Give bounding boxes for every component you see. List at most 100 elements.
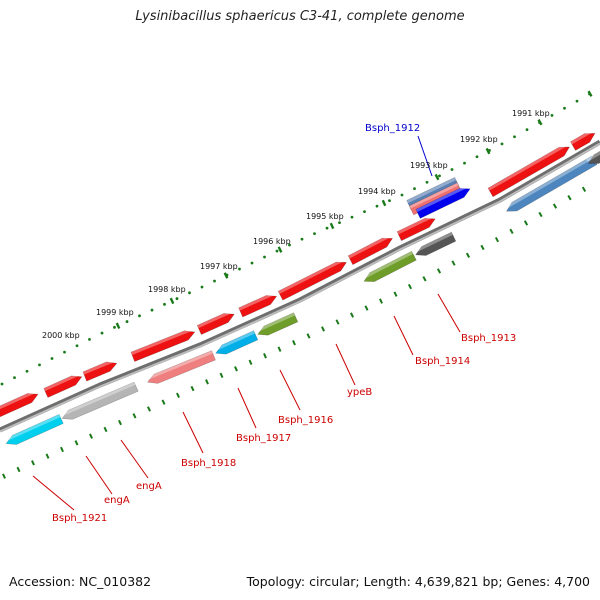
gene-feature-body bbox=[570, 133, 596, 151]
gene-label: ypeB bbox=[347, 387, 372, 398]
lower-tick bbox=[364, 305, 369, 311]
gene-label: Bsph_1913 bbox=[461, 333, 516, 344]
gene-feature-body bbox=[396, 217, 436, 242]
leader-line bbox=[279, 369, 301, 411]
track-dot bbox=[38, 363, 41, 367]
gene-feature-shine bbox=[43, 372, 82, 392]
track-dot bbox=[25, 369, 29, 373]
tick-mark bbox=[277, 246, 283, 253]
track-dot bbox=[63, 350, 66, 354]
backbone-line-outer bbox=[0, 139, 600, 433]
gene-feature-body bbox=[277, 261, 348, 301]
lower-tick bbox=[103, 426, 108, 433]
gene-feature bbox=[82, 358, 118, 382]
gene-feature-body bbox=[82, 361, 118, 382]
track-dot bbox=[313, 232, 316, 236]
gene-feature-shine bbox=[586, 151, 600, 162]
gene-feature-shine bbox=[504, 155, 594, 210]
gene-feature-body bbox=[238, 295, 278, 318]
gene-label: Bsph_1921 bbox=[52, 513, 107, 524]
gene-feature bbox=[413, 231, 457, 256]
lower-tick bbox=[2, 473, 6, 479]
gene-feature-body bbox=[347, 237, 394, 266]
lower-tick bbox=[45, 453, 50, 459]
track-dot bbox=[113, 325, 116, 329]
gene-feature-body bbox=[43, 375, 83, 398]
lower-tick bbox=[176, 392, 180, 399]
lower-tick bbox=[436, 268, 442, 274]
lower-tick bbox=[509, 228, 514, 234]
lower-tick bbox=[190, 385, 195, 392]
lower-tick bbox=[407, 283, 413, 290]
gene-feature bbox=[570, 129, 596, 151]
tick-mark bbox=[329, 222, 335, 230]
gene-feature bbox=[213, 330, 259, 355]
gene-label: Bsph_1917 bbox=[236, 433, 291, 444]
track-dot bbox=[475, 155, 479, 159]
accession-text: Accession: NC_010382 bbox=[9, 574, 152, 589]
track-dot bbox=[350, 215, 354, 219]
lower-tick bbox=[422, 276, 427, 282]
gene-feature-shine bbox=[487, 142, 569, 191]
gene-feature bbox=[396, 214, 436, 242]
gene-feature bbox=[196, 309, 235, 335]
gene-feature-shine bbox=[4, 414, 61, 442]
track-dot bbox=[525, 128, 529, 132]
track-dot bbox=[513, 135, 516, 139]
gene-feature-shine bbox=[0, 389, 38, 410]
gene-feature-body bbox=[363, 250, 417, 282]
tick-mark bbox=[381, 199, 387, 207]
gene-feature-body bbox=[196, 313, 235, 335]
lower-tick bbox=[16, 466, 21, 473]
gene-feature bbox=[238, 291, 278, 318]
track-dot bbox=[288, 243, 291, 247]
tick-mark bbox=[537, 118, 543, 126]
gene-feature-body bbox=[215, 330, 259, 355]
track-dot bbox=[413, 187, 416, 191]
gene-feature bbox=[60, 381, 139, 420]
gene-feature-body bbox=[487, 146, 571, 198]
lower-tick bbox=[321, 326, 325, 332]
tick-label: 1991 kbp bbox=[512, 109, 550, 118]
track-dot bbox=[263, 255, 266, 259]
lower-tick bbox=[567, 195, 572, 201]
gene-feature-shine bbox=[197, 309, 234, 329]
track-dot bbox=[425, 180, 429, 184]
track-dot bbox=[75, 344, 79, 348]
leader-line bbox=[237, 387, 257, 429]
lower-tick bbox=[89, 433, 93, 439]
lower-tick bbox=[480, 244, 485, 251]
gene-feature-bsph1912-c-body bbox=[415, 187, 471, 219]
track-dot bbox=[363, 210, 366, 214]
track-dot bbox=[575, 99, 579, 103]
lower-tick bbox=[31, 460, 35, 466]
kbp-dot-track bbox=[0, 92, 591, 386]
lower-tick bbox=[248, 359, 253, 365]
gene-feature bbox=[43, 372, 83, 398]
lower-tick bbox=[74, 440, 79, 446]
lower-tick bbox=[350, 312, 354, 318]
track-dot bbox=[563, 106, 566, 110]
genome-backbone bbox=[0, 139, 600, 433]
gene-feature-bsph1912-c-shine bbox=[415, 184, 470, 213]
tick-label: 1994 kbp bbox=[358, 187, 396, 196]
leader-line bbox=[437, 293, 461, 333]
gene-label: Bsph_1914 bbox=[415, 356, 470, 367]
gene-feature bbox=[586, 150, 600, 164]
tick-label: 2000 kbp bbox=[42, 331, 80, 340]
track-dot bbox=[450, 168, 454, 171]
track-dot bbox=[463, 161, 466, 165]
gene-label: Bsph_1912 bbox=[365, 123, 420, 134]
gene-feature bbox=[487, 142, 571, 198]
gene-labels: Bsph_1912 Bsph_1913 Bsph_1914 ypeB Bsph_1916… bbox=[52, 123, 516, 524]
track-dot bbox=[400, 193, 404, 197]
gene-feature bbox=[504, 155, 598, 212]
lower-tick bbox=[263, 353, 267, 359]
tick-label: 1995 kbp bbox=[306, 212, 344, 221]
track-dot bbox=[250, 261, 254, 265]
track-dot bbox=[325, 226, 329, 230]
gene-label: Bsph_1916 bbox=[278, 415, 333, 426]
gene-feature-bsph1912-b-shine bbox=[409, 182, 459, 209]
gene-feature-shine bbox=[213, 330, 255, 352]
